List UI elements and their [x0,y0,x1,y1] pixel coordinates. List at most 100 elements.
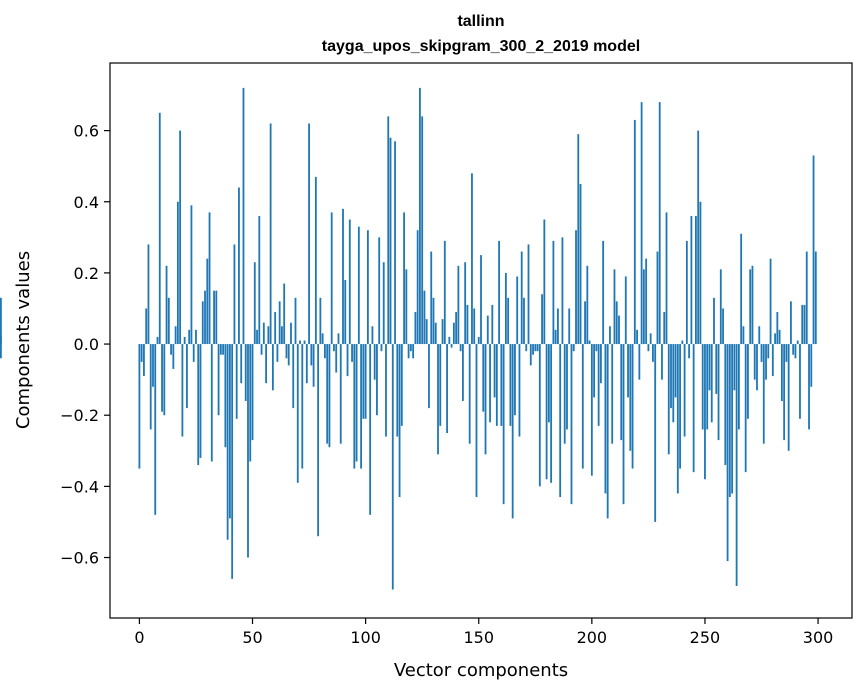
bar [753,344,756,380]
bar [416,230,419,345]
bar [776,312,779,345]
bar [238,187,240,345]
bar [247,344,249,558]
bar [658,102,661,345]
bar [486,315,489,345]
bar [156,336,159,345]
bar [602,240,605,345]
bar [172,344,175,369]
x-axis-ticks: 0 50 100 150 200 250 300 [134,618,833,647]
bar [204,290,206,345]
bar [342,208,344,345]
y-tick-label: −0.4 [60,477,99,496]
bar [158,112,161,345]
bar [262,322,265,345]
bar [719,269,722,345]
bar [645,258,648,345]
bar [324,344,326,359]
bar [538,344,541,487]
bar [210,344,213,462]
bar [735,344,738,586]
bar [251,344,254,441]
bar [606,344,609,519]
bar [771,344,774,377]
bar [443,240,446,345]
y-axis-ticks: −0.6 −0.4 −0.2 0.0 0.2 0.4 0.6 [60,122,110,568]
bar [219,344,222,355]
bar [611,344,614,444]
bar [170,344,172,355]
bar [181,344,184,437]
bar [575,230,577,345]
bar [301,344,304,469]
bar [258,215,261,345]
bar [728,344,731,498]
bar [176,201,179,345]
bar [143,344,145,377]
bar [744,344,747,473]
bar [790,301,792,345]
bar [543,219,546,345]
bar [459,344,462,352]
bar [186,344,188,409]
bar [226,344,229,540]
bar [222,344,225,355]
bar [484,344,487,455]
bar [523,297,525,345]
bar [532,344,534,355]
bar [769,258,772,345]
bar [441,319,444,345]
bar [758,326,761,345]
bar [554,329,557,345]
bar [695,215,697,345]
bar [206,258,209,345]
bar [330,212,333,345]
bar [511,344,514,519]
bar [604,344,607,494]
bar [464,262,467,345]
bar [740,233,743,345]
bar [446,344,448,433]
bar [706,344,709,430]
bar [683,344,686,437]
bar [265,344,267,384]
bar [419,87,421,345]
bar [545,344,548,480]
bar [525,344,528,352]
bar [507,297,510,345]
bar [493,344,496,398]
bar [756,344,758,391]
bar [749,269,752,345]
bar [400,344,403,426]
bar [588,340,591,345]
bar [579,183,582,345]
bar [244,344,247,401]
bar [699,201,702,345]
bar [656,251,659,345]
y-tick-label: 0.2 [74,264,99,283]
bar [147,244,150,345]
bar [462,344,464,401]
bar [541,294,543,345]
bar [296,344,299,483]
bar [364,344,367,419]
bar [731,344,734,494]
bar [688,344,691,359]
bar [256,329,258,345]
bar [577,134,580,345]
bar [715,344,718,394]
bar [314,176,317,345]
bar [174,326,177,345]
bar [425,319,428,345]
bar [638,344,641,380]
bar [563,344,566,444]
bar [685,240,688,345]
bar [409,344,412,352]
bar [733,344,736,391]
bar [482,344,485,412]
bar [308,123,310,345]
bar [149,344,152,430]
bar [0,336,2,345]
bar [717,344,720,441]
bar [774,333,776,345]
